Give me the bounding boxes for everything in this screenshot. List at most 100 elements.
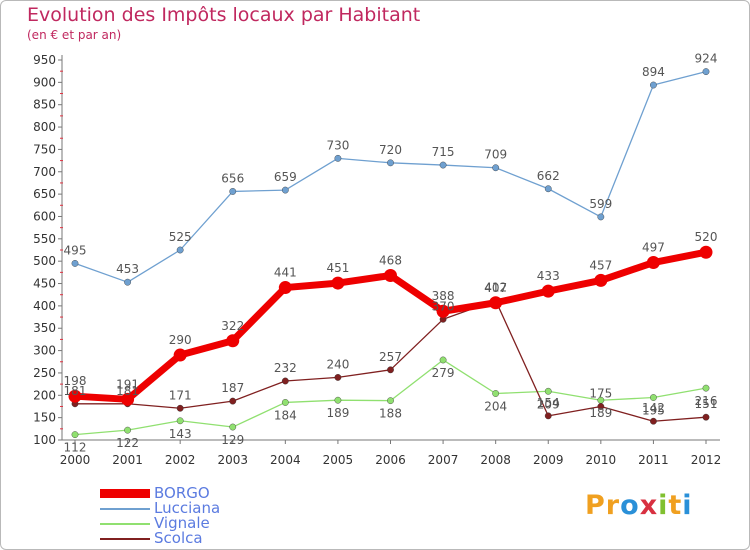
data-label-scolca: 240	[326, 357, 349, 371]
x-tick-label: 2009	[533, 453, 564, 467]
legend-swatch-scolca	[100, 538, 150, 540]
data-label-borgo: 290	[169, 333, 192, 347]
point-scolca	[387, 366, 394, 374]
legend-item-borgo: BORGO	[100, 484, 320, 502]
chart-title: Evolution des Impôts locaux par Habitant	[27, 4, 421, 26]
series-line-lucciana	[74, 70, 707, 283]
y-tick-label: 200	[33, 388, 56, 402]
data-label-lucciana: 709	[484, 148, 507, 162]
point-borgo	[278, 281, 292, 295]
point-vignale	[124, 426, 131, 434]
y-tick-label: 500	[33, 254, 56, 268]
data-label-scolca: 154	[537, 396, 560, 410]
data-label-lucciana: 659	[274, 170, 297, 184]
data-label-lucciana: 599	[589, 197, 612, 211]
logo-letter: P	[585, 490, 606, 521]
point-vignale	[702, 384, 710, 392]
legend-label-vignale: Vignale	[154, 514, 210, 532]
logo-letter: i	[682, 490, 693, 521]
logo-letter: o	[620, 490, 640, 521]
point-lucciana	[387, 159, 394, 167]
x-tick-label: 2002	[165, 453, 196, 467]
data-label-borgo: 441	[274, 266, 297, 280]
point-lucciana	[544, 185, 552, 193]
y-tick-label: 650	[33, 187, 56, 201]
data-label-scolca: 175	[589, 386, 612, 400]
point-lucciana	[334, 154, 342, 162]
data-label-scolca: 232	[274, 361, 297, 375]
data-label-vignale: 189	[326, 406, 349, 420]
point-borgo	[68, 389, 82, 403]
y-tick-label: 150	[33, 411, 56, 425]
y-tick-label: 250	[33, 366, 56, 380]
legend-label-scolca: Scolca	[154, 529, 203, 547]
data-label-vignale: 129	[221, 433, 244, 447]
data-label-borgo: 451	[326, 261, 349, 275]
legend-item-scolca: Scolca	[100, 529, 320, 547]
legend-item-vignale: Vignale	[100, 514, 320, 532]
y-tick-label: 350	[33, 321, 56, 335]
y-tick-label: 850	[33, 98, 56, 112]
data-label-scolca: 412	[484, 281, 507, 295]
point-borgo	[384, 268, 397, 282]
point-lucciana	[229, 188, 237, 195]
data-label-borgo: 468	[379, 253, 402, 267]
data-label-lucciana: 495	[64, 243, 87, 257]
point-scolca	[650, 417, 657, 425]
legend-swatch-lucciana	[100, 508, 150, 510]
logo-letter: x	[639, 490, 659, 521]
x-tick-label: 2006	[375, 453, 406, 467]
y-tick-label: 300	[33, 344, 56, 358]
data-label-lucciana: 924	[695, 52, 718, 66]
point-borgo	[699, 245, 713, 259]
point-vignale	[544, 387, 552, 395]
data-label-borgo: 457	[589, 258, 612, 272]
point-vignale	[71, 431, 79, 439]
legend-swatch-borgo	[100, 489, 150, 498]
series-points	[68, 68, 713, 439]
y-tick-label: 600	[33, 209, 56, 223]
x-tick-label: 2001	[112, 453, 143, 467]
point-vignale	[387, 397, 394, 405]
point-borgo	[121, 392, 135, 406]
data-label-vignale: 189	[589, 406, 612, 420]
point-borgo	[489, 296, 503, 310]
y-tick-label: 550	[33, 232, 56, 246]
x-tick-label: 2004	[270, 453, 301, 467]
point-vignale	[229, 423, 237, 431]
point-scolca	[176, 404, 184, 412]
x-tick-label: 2008	[480, 453, 511, 467]
point-lucciana	[702, 68, 710, 76]
y-tick-label: 450	[33, 277, 56, 291]
point-vignale	[492, 390, 500, 397]
y-tick-label: 900	[33, 75, 56, 89]
data-label-vignale: 216	[695, 394, 718, 408]
x-tick-label: 2003	[217, 453, 248, 467]
data-label-borgo: 388	[432, 289, 455, 303]
data-label-vignale: 122	[116, 436, 139, 450]
data-label-lucciana: 715	[432, 145, 455, 159]
logo-letter: t	[668, 490, 683, 521]
point-borgo	[436, 304, 450, 318]
data-label-vignale: 112	[64, 441, 87, 455]
point-lucciana	[176, 246, 184, 254]
x-tick-label: 2000	[60, 453, 91, 467]
data-label-lucciana: 525	[169, 230, 192, 244]
data-label-vignale: 195	[642, 404, 665, 418]
data-label-scolca: 257	[379, 350, 402, 364]
data-label-borgo: 198	[64, 374, 87, 388]
data-label-scolca: 187	[221, 381, 244, 395]
y-tick-label: 400	[33, 299, 56, 313]
data-label-vignale: 184	[274, 408, 297, 422]
point-borgo	[646, 256, 660, 270]
data-label-borgo: 433	[537, 269, 560, 283]
data-label-scolca: 370	[432, 299, 455, 313]
point-scolca	[702, 413, 710, 421]
data-labels: 198 191 290 322 441 451 468 388 407 433 457 497 520 4…	[64, 52, 718, 455]
point-vignale	[439, 356, 447, 364]
data-label-vignale: 209	[537, 397, 560, 411]
data-label-scolca: 142	[642, 401, 665, 415]
data-label-borgo: 407	[484, 281, 507, 295]
data-label-vignale: 279	[432, 366, 455, 380]
